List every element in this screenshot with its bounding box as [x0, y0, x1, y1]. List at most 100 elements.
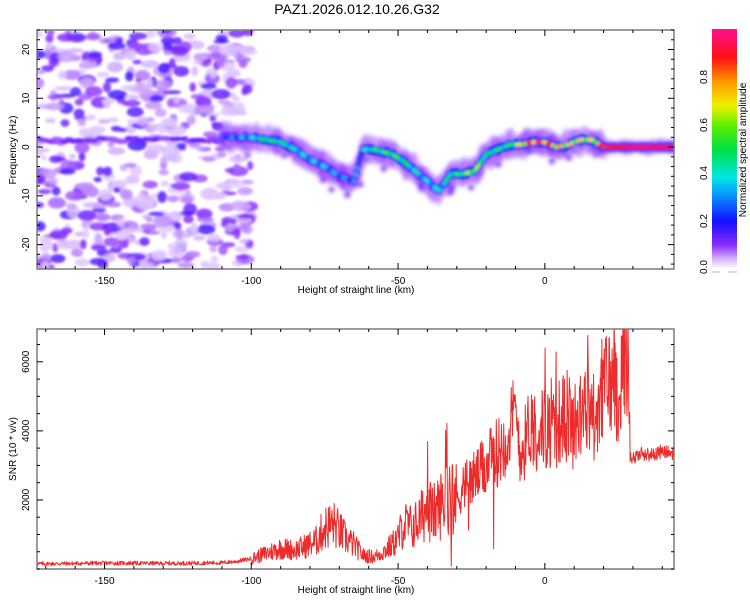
noise-blob	[184, 189, 192, 195]
noise-blob	[37, 50, 47, 59]
noise-blob	[158, 135, 173, 141]
ridge-peak	[355, 166, 360, 171]
noise-blob	[65, 190, 84, 201]
spec-xtick-label: 0	[542, 276, 548, 287]
noise-blob	[211, 88, 231, 100]
noise-blob	[37, 147, 50, 153]
ridge-halo-blob	[328, 187, 335, 193]
noise-blob	[149, 95, 164, 103]
noise-blob	[41, 65, 54, 72]
ridge-peak	[358, 153, 364, 159]
noise-blob	[162, 30, 173, 34]
ridge-halo-blob	[548, 158, 555, 164]
noise-blob	[45, 34, 54, 43]
noise-blob	[157, 191, 167, 203]
noise-blob	[231, 96, 240, 101]
noise-blob	[88, 125, 106, 134]
spec-ytick-label: 0	[21, 144, 32, 150]
noise-blob	[119, 189, 133, 200]
noise-blob	[37, 152, 44, 157]
noise-blob	[200, 82, 217, 90]
noise-blob	[190, 65, 199, 77]
noise-blob	[183, 33, 197, 40]
noise-blob	[186, 115, 196, 126]
spec-xtick-label: -50	[391, 276, 406, 287]
noise-blob	[189, 82, 197, 92]
noise-blob	[116, 139, 129, 145]
ridge-halo-blob	[319, 177, 326, 183]
noise-blob	[50, 254, 66, 264]
noise-blob	[209, 68, 217, 79]
noise-blob	[228, 30, 245, 38]
snr-ytick-label: 2000	[21, 488, 32, 511]
noise-blob	[81, 222, 89, 229]
ridge-halo-blob	[467, 184, 474, 190]
noise-blob	[148, 211, 165, 217]
noise-blob	[235, 224, 246, 230]
noise-blob	[52, 242, 59, 253]
spectrogram-ticks	[37, 29, 674, 269]
noise-blob	[145, 30, 157, 38]
noise-blob	[192, 235, 206, 241]
noise-blob	[217, 100, 231, 105]
noise-blob	[62, 69, 82, 81]
noise-blob	[209, 244, 218, 253]
ridge-halo-blob	[357, 182, 364, 188]
noise-blob	[68, 153, 76, 160]
noise-blob	[134, 70, 151, 81]
noise-blob	[210, 255, 219, 264]
ridge-peak	[357, 159, 362, 165]
noise-blob	[115, 37, 123, 45]
noise-blob	[241, 87, 249, 96]
noise-blob	[37, 201, 45, 208]
noise-blob	[145, 217, 154, 222]
noise-blob	[146, 117, 155, 123]
spectrogram-noise-layer	[37, 30, 259, 269]
noise-blob	[40, 260, 50, 269]
noise-blob	[103, 252, 116, 263]
noise-blob	[190, 40, 205, 50]
noise-blob	[74, 182, 95, 190]
ridge-halo-blob	[447, 190, 454, 196]
noise-blob	[167, 243, 175, 250]
spectrogram-ytick-labels: -20 -10 0 10 20	[21, 44, 32, 252]
noise-blob	[153, 215, 173, 228]
snr-ytick-labels: 2000 4000 6000	[21, 350, 32, 511]
noise-blob	[107, 117, 119, 123]
noise-blob	[98, 188, 113, 201]
noise-blob	[225, 76, 237, 89]
ridge-halo-blob	[344, 192, 351, 198]
noise-blob	[210, 191, 227, 199]
noise-blob	[169, 183, 186, 189]
noise-blob	[37, 30, 43, 38]
noise-blob	[124, 85, 135, 91]
noise-blob	[160, 180, 170, 187]
colorbar-tick-label: 0.8	[699, 70, 710, 84]
noise-blob	[225, 223, 237, 230]
noise-blob	[146, 78, 154, 90]
snr-ylabel: SNR (10 * v/v)	[8, 417, 19, 481]
noise-blob	[126, 106, 144, 118]
noise-blob	[124, 94, 142, 100]
spec-xtick-label: -150	[95, 276, 115, 287]
noise-blob	[85, 32, 101, 41]
noise-blob	[199, 260, 210, 267]
snr-xtick-labels: -150 -100 -50 0	[95, 576, 549, 587]
noise-blob	[102, 166, 113, 177]
noise-blob	[168, 247, 184, 258]
noise-blob	[218, 44, 239, 57]
noise-blob	[102, 81, 112, 93]
colorbar-tick-label: 0.4	[699, 166, 710, 180]
spectrogram-xlabel: Height of straight line (km)	[298, 285, 415, 296]
noise-blob	[132, 59, 143, 65]
noise-blob	[113, 51, 126, 61]
noise-blob	[157, 63, 171, 74]
noise-blob	[95, 212, 111, 222]
noise-blob	[44, 102, 65, 111]
noise-blob	[97, 119, 110, 124]
noise-blob	[207, 233, 221, 243]
noise-blob	[113, 179, 130, 186]
noise-blob	[192, 137, 206, 143]
noise-blob	[197, 224, 216, 235]
